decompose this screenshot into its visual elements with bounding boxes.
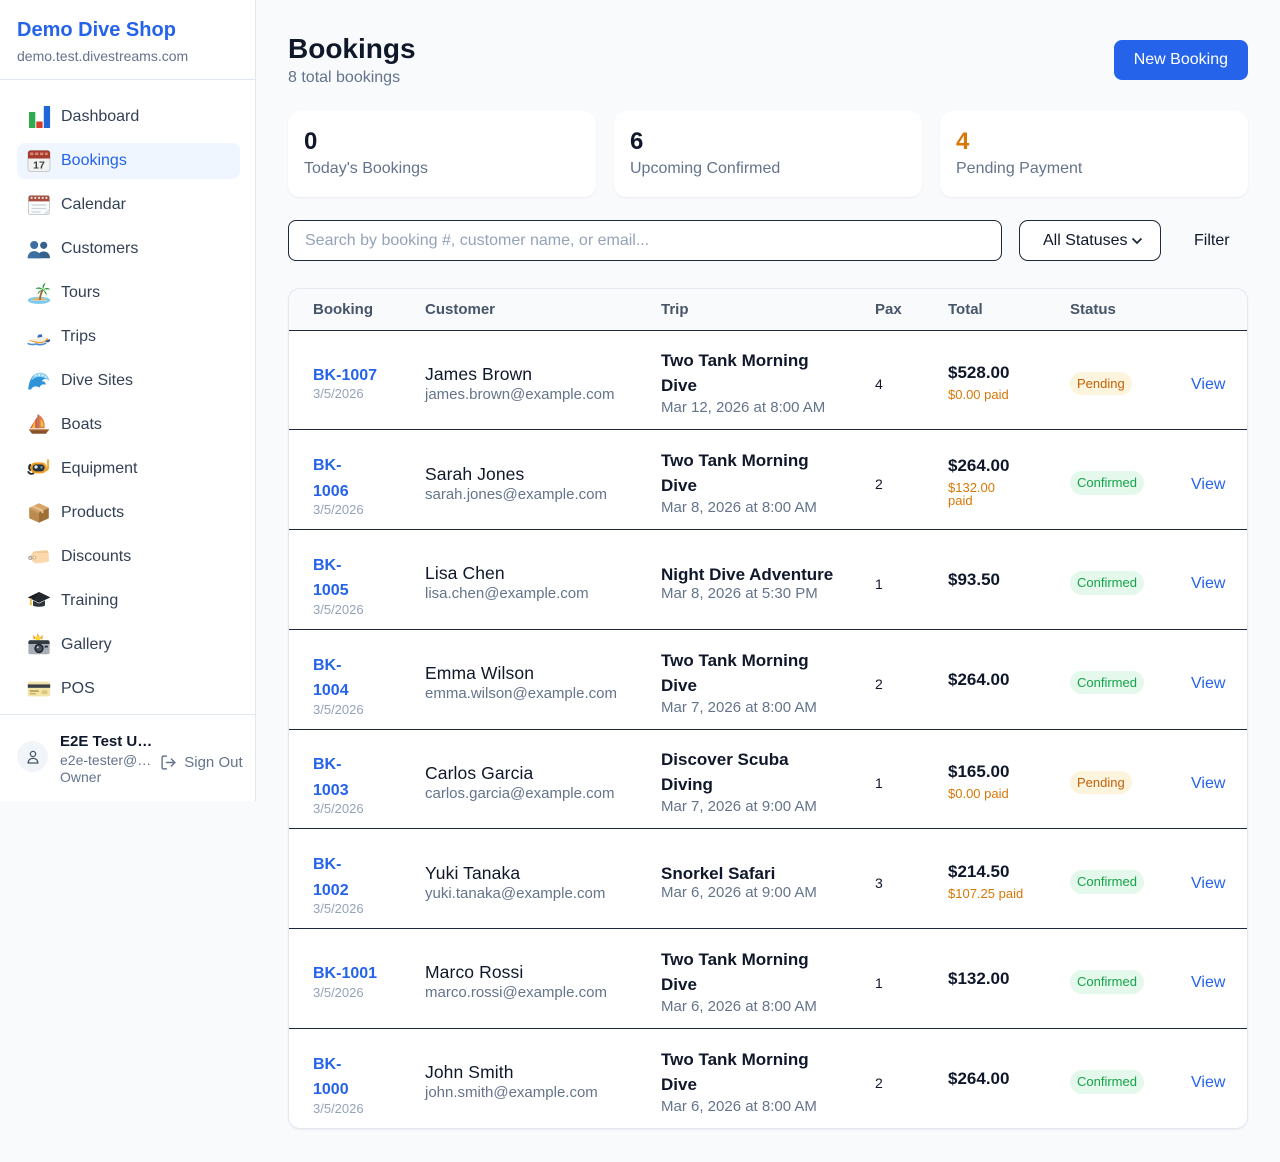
svg-text:17: 17 [33,160,45,172]
